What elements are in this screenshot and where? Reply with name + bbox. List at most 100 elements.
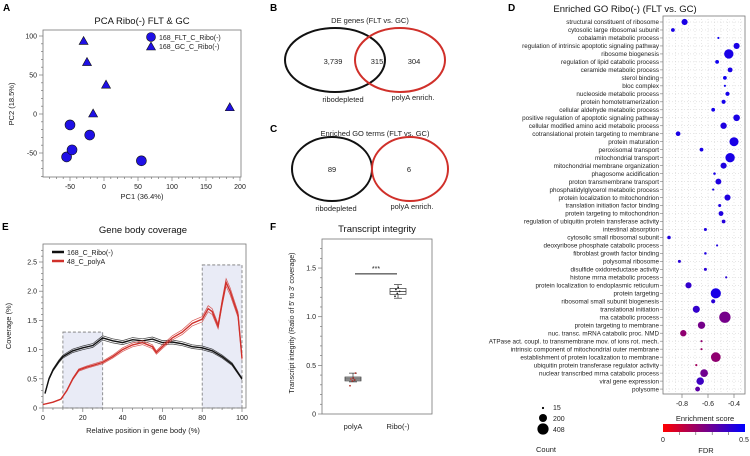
y-tick-label: 2.0 [27,289,37,296]
venn-de-panel: DE genes (FLT vs. GC) 3,739 315 304 ribo… [284,16,446,104]
go-term-label: peroxisomal transport [598,147,659,154]
fdr-min-label: 0 [661,437,665,444]
go-term-label: regulation of intrinsic apoptotic signal… [522,43,660,50]
go-term-label: cellular aldehyde metabolic process [559,107,659,114]
go-term-dot [711,107,716,112]
ribo-coverage-line [44,335,243,394]
go-term-label: bloc complex [622,83,660,90]
go-term-dot [725,91,730,96]
go-term-label: nuclear transcribed mrna catabolic proce… [539,370,659,377]
fdr-legend-title: FDR [698,446,714,455]
go-term-dot [681,18,688,26]
x-tick-label: 50 [134,184,142,191]
polya-coverage-line [42,277,243,405]
category-label: polyA [344,422,363,431]
go-term-dot [719,311,731,323]
venn-de-title: DE genes (FLT vs. GC) [331,16,409,25]
go-term-dot [692,305,700,313]
box-point [352,377,355,379]
venn-de-overlap-count: 315 [371,57,384,66]
go-dot-panel: Enriched GO Ribo(-) (FLT vs. GC) Enrichm… [489,4,749,455]
x-tick-label: -50 [65,184,75,191]
go-term-dot [700,348,703,351]
go-term-dot [700,340,703,343]
panel-label-b: B [270,3,277,14]
pca-point-gc [88,108,99,118]
go-term-dot [717,36,720,40]
x-tick-label: 60 [159,415,167,422]
go-term-label: protein localization to endoplasmic reti… [535,283,659,290]
coverage-xlabel: Relative position in gene body (%) [86,426,200,435]
panel-label-d: D [508,3,515,14]
go-term-label: mitochondrial membrane organization [554,163,660,170]
x-tick-label: 200 [234,184,246,191]
go-term-dot [733,42,740,50]
venn-de-left-set [284,27,386,93]
go-term-label: translation initiation factor binding [566,203,660,210]
y-tick-label: 0 [312,412,316,419]
pca-point-gc [81,56,93,66]
go-term-dot [695,386,701,392]
pca-ylabel: PC2 (18.5%) [7,82,16,125]
go-term-dot [713,172,716,175]
go-term-label: cytosolic small ribosomal subunit [567,235,659,242]
go-term-label: nuc. transc. mRNA catabolic proc. NMD [548,330,659,337]
pca-legend-gc: 168_GC_C_Ribo(-) [159,44,219,51]
go-term-label: ceramide metabolic process [581,67,659,74]
x-tick-label: 0 [102,184,106,191]
go-term-label: protein homotetramerization [581,99,660,106]
pca-panel: PCA Ribo(-) FLT & GC PC1 (36.4%) PC2 (18… [7,16,246,201]
go-term-label: regulation of lipid catabolic process [561,59,659,66]
go-term-label: nucleoside metabolic process [576,91,659,98]
go-title: Enriched GO Ribo(-) (FLT vs. GC) [553,4,696,15]
integrity-ylabel: Transcript integrity (Ratio of 5' to 3' … [289,253,296,394]
box-point [351,380,354,382]
venn-de-left-label: ribodepleted [322,95,363,104]
go-term-dot [727,67,733,73]
go-term-dot [685,282,692,289]
count-legend-label-200: 200 [553,416,565,423]
y-tick-label: 1.0 [306,314,316,321]
venn-go-right-set [371,136,449,202]
go-term-label: phagosome acidification [591,171,659,178]
venn-de-right-set [354,27,446,93]
go-term-label: protein targeting to mitochondrion [565,211,659,218]
box-point [398,290,401,293]
go-term-label: phosphatidylglycerol metabolic process [549,187,659,194]
go-term-dot [703,227,707,232]
go-term-dot [671,28,675,32]
pca-plot-frame [42,29,242,178]
y-tick-label: 100 [25,34,37,41]
go-term-dot [729,137,739,147]
go-term-dot [721,99,726,104]
panel-label-c: C [270,124,277,135]
coverage-title: Gene body coverage [99,225,187,236]
go-term-label: cellular modified amino acid metabolic p… [529,123,659,130]
go-term-dot [710,288,721,299]
go-term-dot [725,152,735,163]
go-plot-frame [662,15,746,395]
x-tick-label: 100 [236,415,248,422]
go-term-dot [723,75,727,80]
go-term-dot [724,194,731,201]
pca-legend-flt: 168_FLT_C_Ribo(-) [159,35,221,42]
x-tick-label: -0.6 [702,401,714,408]
go-term-label: translational initiation [600,306,659,313]
go-term-label: intrinsic component of mitochondrial out… [511,346,660,353]
go-term-dot [720,162,727,169]
coverage-panel: Gene body coverage Relative position in … [4,225,248,435]
go-term-dot [675,131,681,137]
go-term-label: regulation of ubiquitin protein transfer… [524,219,660,226]
category-label: Ribo(-) [387,422,410,431]
x-tick-label: 150 [200,184,212,191]
go-term-dot [718,211,724,216]
go-term-dot [677,259,681,263]
venn-go-title: Enriched GO terms (FLT vs. GC) [321,129,430,138]
box-point [396,292,399,295]
go-term-dot [718,204,722,208]
pca-point-flt [136,155,147,167]
go-term-label: intestinal absorption [603,227,660,234]
venn-go-left-label: ribodepleted [315,204,356,213]
panel-label-a: A [3,3,10,14]
coverage-ylabel: Coverage (%) [4,302,13,349]
